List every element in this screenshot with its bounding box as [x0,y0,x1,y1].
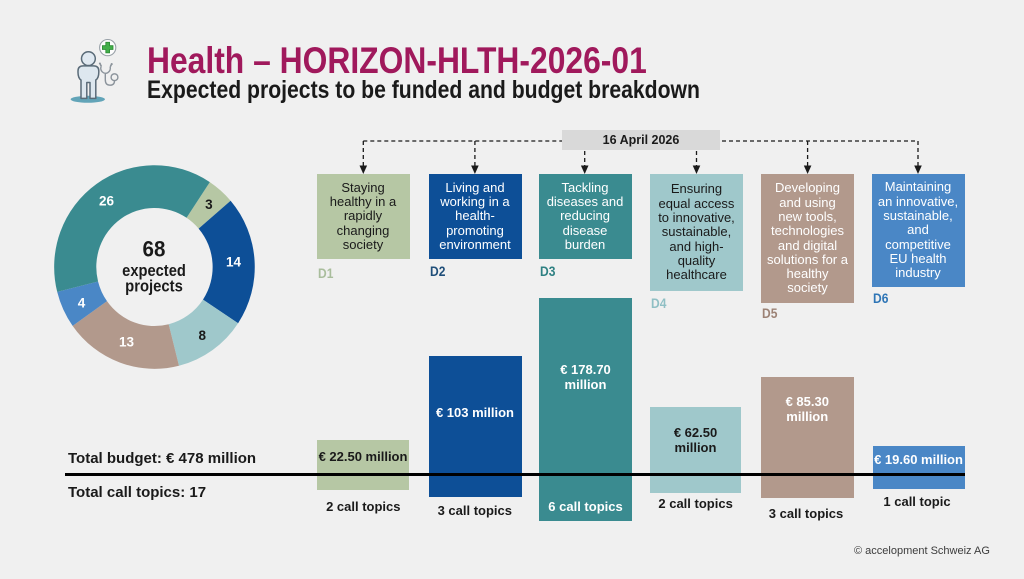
svg-text:14: 14 [226,254,242,269]
svg-text:4: 4 [78,296,86,311]
svg-text:8: 8 [199,328,207,343]
svg-text:26: 26 [99,193,115,208]
svg-text:projects: projects [125,277,183,296]
svg-text:3: 3 [205,197,213,212]
svg-text:13: 13 [119,335,135,350]
svg-text:expected: expected [122,261,186,280]
svg-text:68: 68 [143,237,166,262]
